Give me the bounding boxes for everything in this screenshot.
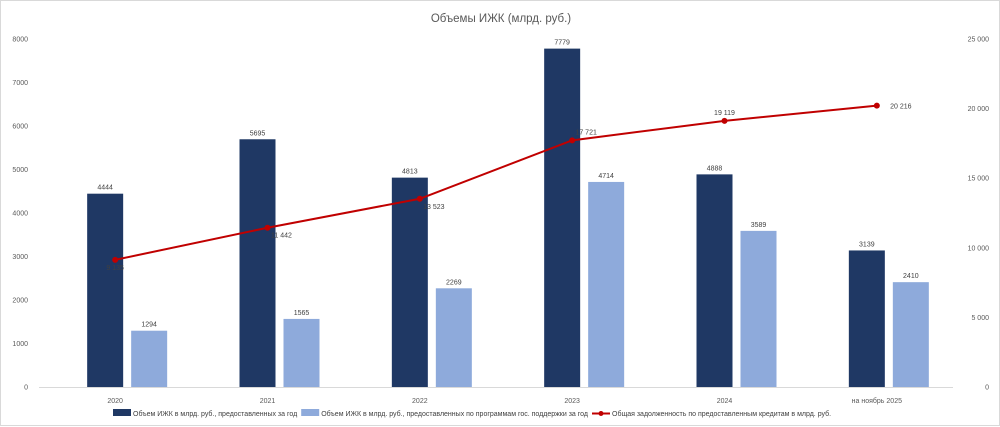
bar-total [544,48,581,388]
bar-total [391,177,428,387]
y-tick-label: 4000 [12,211,28,218]
bar-total-label: 4444 [97,185,113,192]
bar-gov-support [588,181,625,387]
debt-point [264,224,271,231]
x-axis-labels: 2020 2021 2022 2023 2024 на ноябрь 2025 [107,397,902,405]
chart-title: Объемы ИЖК (млрд. руб.) [431,13,571,25]
y-tick-label: 2000 [12,298,28,305]
y2-tick-label: 20 000 [968,106,990,113]
bar-total-label: 5695 [250,130,266,137]
debt-point-label: 19 119 [714,110,735,117]
debt-line-path [114,104,877,261]
x-tick-label: 2024 [717,398,733,405]
debt-line: 9 135 11 442 13 523 17 721 19 119 20 216 [106,102,912,272]
debt-point [416,195,423,202]
legend-label: Объем ИЖК в млрд. руб., предоставленных … [321,410,588,418]
x-tick-label: на ноябрь 2025 [852,397,902,405]
debt-point-label: 13 523 [423,204,445,211]
legend-swatch [113,409,131,416]
y-tick-label: 1000 [12,341,28,348]
bar-gov-support-label: 2410 [903,273,919,280]
y2-tick-label: 0 [985,385,989,392]
bar-gov-support [283,318,320,387]
y2-tick-label: 25 000 [968,37,990,44]
bar-total-label: 3139 [859,241,875,248]
bar-gov-support-label: 4714 [598,173,614,180]
y-tick-label: 7000 [12,80,28,87]
y-tick-label: 8000 [12,37,28,44]
bar-gov-support [892,282,929,387]
y-tick-label: 6000 [12,124,28,131]
bar-gov-support-label: 1294 [141,322,157,329]
debt-point-label: 20 216 [890,104,912,111]
y2-tick-label: 10 000 [968,245,990,252]
left-axis: 0 1000 2000 3000 4000 5000 6000 7000 8000 [12,37,28,392]
y2-tick-label: 15 000 [968,176,990,183]
bar-total [848,250,885,387]
y-tick-label: 0 [24,385,28,392]
bar-total [239,139,276,387]
y-tick-label: 3000 [12,254,28,261]
legend: Объем ИЖК в млрд. руб., предоставленных … [113,409,831,418]
y-tick-label: 5000 [12,167,28,174]
x-tick-label: 2023 [564,398,580,405]
bar-total [87,193,124,387]
bar-gov-support [435,288,472,387]
debt-point-label: 9 135 [106,265,124,272]
debt-point-label: 11 442 [271,233,292,240]
bar-total [696,174,733,387]
x-tick-label: 2021 [260,398,276,405]
x-tick-label: 2022 [412,398,428,405]
debt-point [721,117,728,124]
y2-tick-label: 5 000 [971,315,989,322]
bar-gov-support [740,230,777,387]
right-axis: 0 5 000 10 000 15 000 20 000 25 000 [968,37,990,392]
legend-label: Общая задолженность по предоставленным к… [612,410,831,418]
bar-total-label: 4813 [402,169,418,176]
bars: 4444 1294 5695 1565 4813 2269 7779 4714 4888 3589… [39,40,953,388]
debt-point [569,137,576,144]
bar-total-label: 7779 [554,40,570,47]
bar-gov-support [131,330,168,387]
x-tick-label: 2020 [107,398,123,405]
legend-marker [598,411,604,416]
debt-point [873,102,880,109]
legend-swatch [301,409,320,416]
bar-gov-support-label: 1565 [294,310,310,317]
debt-point-label: 17 721 [575,129,597,136]
debt-point [112,256,119,263]
bar-gov-support-label: 2269 [446,279,462,286]
legend-label: Объем ИЖК в млрд. руб., предоставленных … [133,410,297,418]
bar-gov-support-label: 3589 [751,222,767,229]
bar-total-label: 4888 [707,165,723,172]
